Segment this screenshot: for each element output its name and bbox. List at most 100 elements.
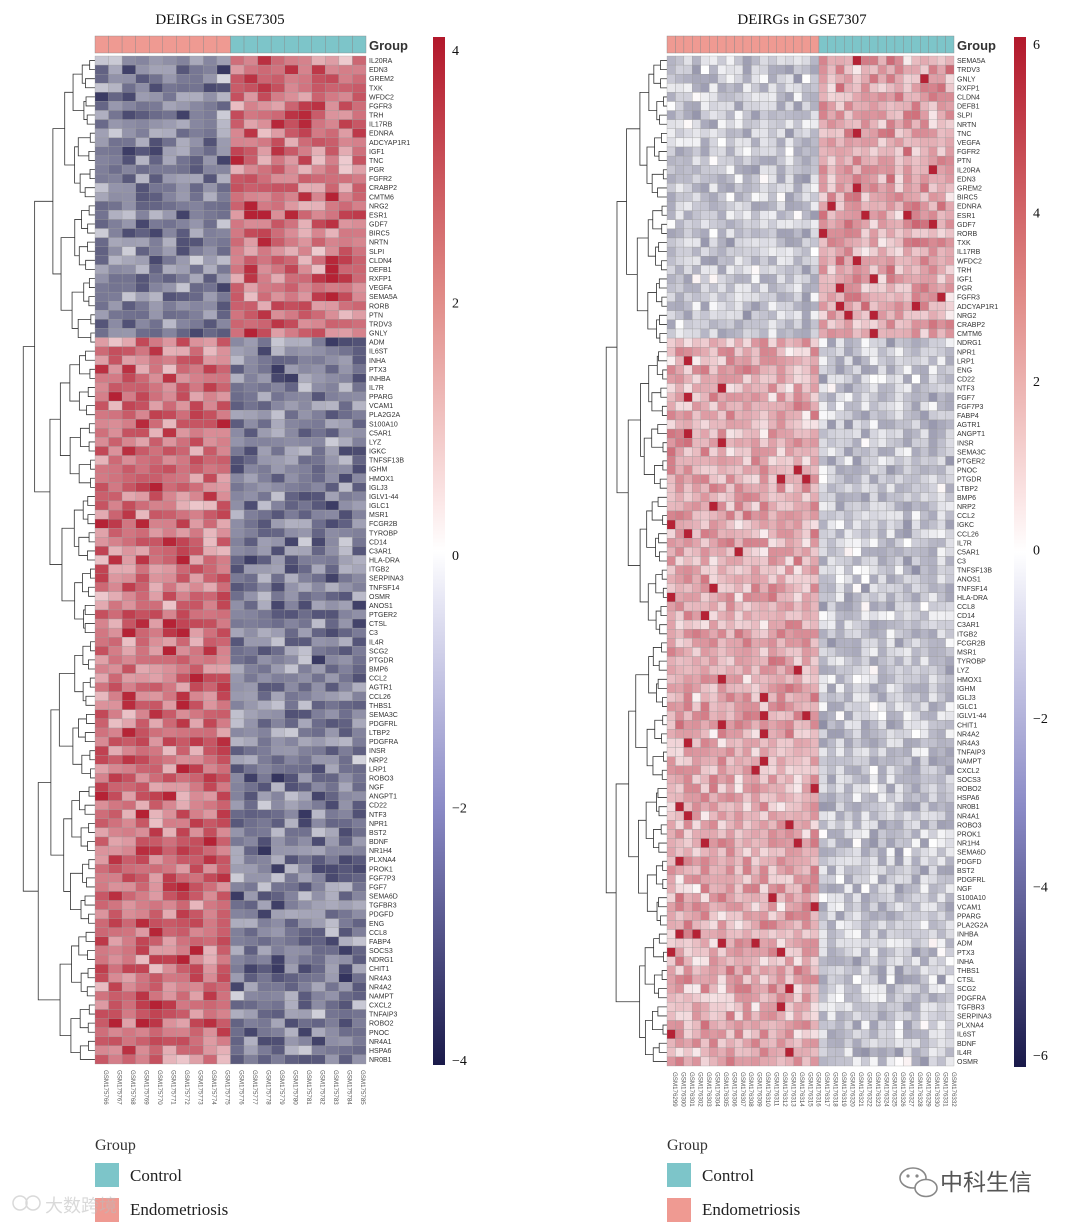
heatmap-cell <box>189 673 204 683</box>
heatmap-cell <box>243 518 258 529</box>
heatmap-cell <box>257 455 272 465</box>
heatmap-cell <box>869 392 879 402</box>
heatmap-cell <box>903 237 912 248</box>
heatmap-cell <box>810 665 820 675</box>
heatmap-cell <box>945 64 955 75</box>
heatmap-cell <box>243 1027 258 1037</box>
heatmap-cell <box>230 963 245 974</box>
heatmap-cell <box>700 256 710 266</box>
heatmap-cell <box>844 565 853 575</box>
heatmap-cell <box>270 110 285 120</box>
heatmap-cell <box>176 936 191 947</box>
heatmap-cell <box>709 501 718 512</box>
heatmap-cell <box>844 619 853 630</box>
heatmap-cell <box>945 256 955 266</box>
heatmap-cell <box>108 482 123 493</box>
heatmap-cell <box>692 155 701 166</box>
heatmap-cell <box>759 64 769 75</box>
gene-label: NR0B1 <box>369 1057 392 1064</box>
heatmap-cell <box>325 873 340 883</box>
heatmap-cell <box>666 64 676 75</box>
heatmap-cell <box>844 128 853 139</box>
heatmap-cell <box>189 373 204 384</box>
gene-label: HSPA6 <box>369 1048 392 1055</box>
heatmap-cell <box>189 110 204 120</box>
heatmap-cell <box>725 574 735 584</box>
heatmap-cell <box>338 891 353 901</box>
group-cell-endometriosis <box>810 35 820 54</box>
heatmap-cell <box>801 438 811 448</box>
gene-label: CD22 <box>369 803 387 810</box>
heatmap-cell <box>852 556 862 566</box>
heatmap-cell <box>683 456 693 466</box>
heatmap-cell <box>793 656 803 666</box>
heatmap-cell <box>230 646 245 656</box>
gene-label: NR4A3 <box>369 975 392 982</box>
heatmap-cell <box>666 155 676 166</box>
heatmap-cell <box>903 183 912 193</box>
heatmap-cell <box>734 465 744 475</box>
heatmap-cell <box>270 582 285 592</box>
heatmap-cell <box>135 419 150 429</box>
heatmap-cell <box>352 782 367 792</box>
heatmap-cell <box>877 328 887 339</box>
heatmap-cell <box>860 265 870 275</box>
heatmap-cell <box>216 346 231 356</box>
heatmap-cell <box>869 610 879 621</box>
heatmap-cell <box>852 92 862 102</box>
heatmap-cell <box>108 419 123 429</box>
heatmap-cell <box>903 465 912 475</box>
heatmap-cell <box>709 365 718 375</box>
heatmap-cell <box>135 845 150 856</box>
heatmap-cell <box>928 174 938 184</box>
heatmap-cell <box>692 538 701 548</box>
heatmap-cell <box>692 574 701 584</box>
heatmap-cell <box>700 374 710 384</box>
heatmap-cell <box>894 265 904 275</box>
heatmap-cell <box>700 392 710 402</box>
heatmap-cell <box>903 274 912 284</box>
heatmap-cell <box>121 546 136 556</box>
heatmap-cell <box>311 419 326 429</box>
heatmap-cell <box>717 119 727 129</box>
heatmap-cell <box>827 529 836 539</box>
heatmap-cell <box>230 246 245 256</box>
heatmap-cell <box>827 374 836 384</box>
heatmap-cell <box>920 219 929 230</box>
gene-label: PNOC <box>369 1030 389 1037</box>
heatmap-cell <box>216 437 231 447</box>
heatmap-cell <box>886 201 896 211</box>
heatmap-cell <box>810 283 820 293</box>
heatmap-cell <box>877 465 887 475</box>
heatmap-cell <box>270 137 285 147</box>
heatmap-cell <box>230 273 245 284</box>
heatmap-cell <box>683 501 693 512</box>
heatmap-cell <box>776 438 786 448</box>
heatmap-cell <box>936 392 946 402</box>
heatmap-cell <box>216 291 231 302</box>
heatmap-cell <box>108 346 123 356</box>
heatmap-cell <box>886 228 896 239</box>
heatmap-cell <box>734 401 744 412</box>
heatmap-cell <box>936 356 946 366</box>
heatmap-cell <box>877 419 887 430</box>
heatmap-cell <box>230 391 245 402</box>
heatmap-cell <box>257 282 272 293</box>
heatmap-cell <box>852 419 862 430</box>
heatmap-cell <box>700 137 710 148</box>
gene-label: CRABP2 <box>369 185 397 192</box>
heatmap-cell <box>666 283 676 293</box>
dendrogram-branch <box>639 91 649 166</box>
heatmap-cell <box>683 201 693 211</box>
gene-label: PTN <box>369 312 383 319</box>
heatmap-cell <box>352 682 367 692</box>
heatmap-cell <box>675 74 685 84</box>
gene-label: PLA2G2A <box>369 412 400 419</box>
heatmap-cell <box>877 310 887 321</box>
heatmap-cell <box>810 656 820 666</box>
heatmap-cell <box>338 655 353 665</box>
heatmap-cell <box>666 101 676 111</box>
heatmap-cell <box>751 610 761 621</box>
heatmap-cell <box>852 565 862 575</box>
dendrogram-branch <box>85 96 95 107</box>
